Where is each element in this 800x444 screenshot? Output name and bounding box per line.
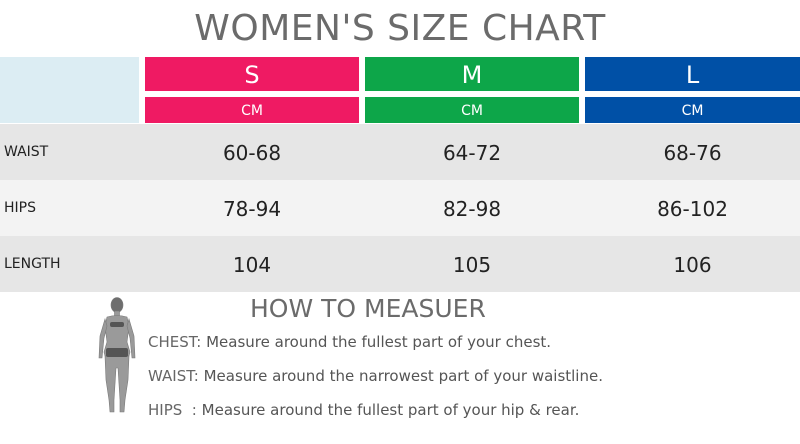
row-label: HIPS (4, 200, 36, 216)
table-cell: 104 (232, 253, 272, 277)
instruction-waist: WAIST: Measure around the narrowest part… (148, 367, 603, 385)
table-cell: 105 (452, 253, 492, 277)
table-cell: 60-68 (222, 141, 282, 165)
table-row-hips: HIPS 78-94 82-98 86-102 (0, 180, 800, 236)
instruction-chest: CHEST: Measure around the fullest part o… (148, 333, 551, 351)
instruction-label: CHEST: (148, 333, 202, 351)
row-label: WAIST (4, 144, 49, 160)
table-cell: 106 (673, 253, 712, 277)
table-row-waist: WAIST 60-68 64-72 68-76 (0, 124, 800, 180)
instruction-text: Measure around the narrowest part of you… (203, 367, 603, 385)
chart-title: WOMEN'S SIZE CHART (194, 8, 606, 49)
size-header-m: M (365, 57, 579, 91)
table-cell: 78-94 (222, 197, 282, 221)
instruction-label: HIPS : (148, 401, 197, 419)
unit-header-s: CM (145, 97, 359, 123)
instruction-text: Measure around the fullest part of your … (206, 333, 552, 351)
instruction-hips: HIPS : Measure around the fullest part o… (148, 401, 579, 419)
instruction-label: WAIST: (148, 367, 199, 385)
unit-header-m: CM (365, 97, 579, 123)
woman-silhouette-icon (98, 297, 136, 413)
how-to-title: HOW TO MEASUER (250, 294, 486, 323)
instruction-text: Measure around the fullest part of your … (201, 401, 580, 419)
table-cell: 68-76 (663, 141, 722, 165)
size-header-s: S (145, 57, 359, 91)
table-row-length: LENGTH 104 105 106 (0, 236, 800, 292)
size-header-l: L (585, 57, 800, 91)
header-corner (0, 57, 139, 123)
table-cell: 82-98 (442, 197, 502, 221)
table-cell: 64-72 (442, 141, 502, 165)
table-cell: 86-102 (657, 197, 728, 221)
row-label: LENGTH (4, 256, 61, 272)
unit-header-l: CM (585, 97, 800, 123)
